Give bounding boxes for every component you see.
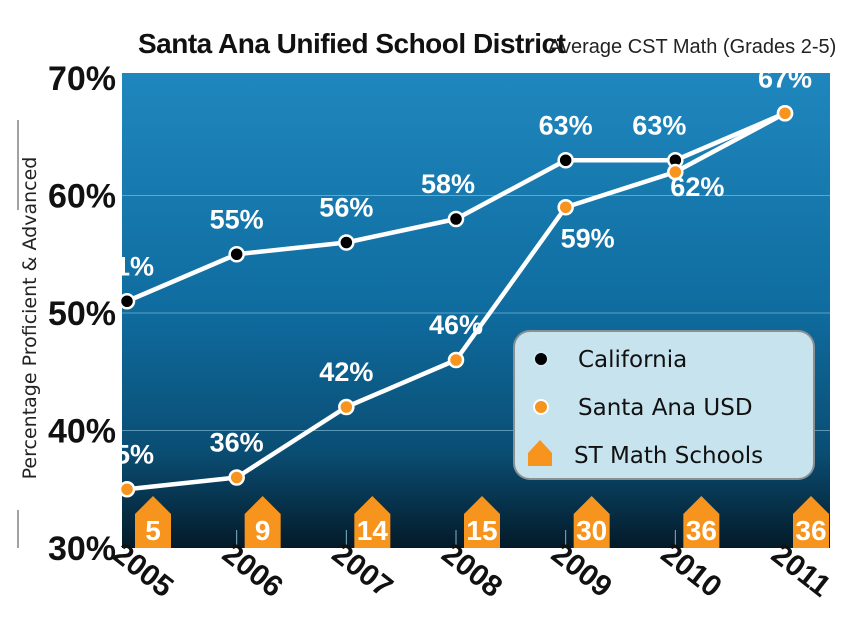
- california-data-label: 56%: [319, 193, 373, 223]
- santa-ana-data-label: 67%: [758, 63, 812, 93]
- santa-ana-point: [667, 163, 684, 181]
- st-math-marker: [135, 496, 171, 548]
- santa-ana-point: [338, 398, 355, 416]
- st-math-marker: [354, 496, 391, 548]
- st-math-count: 14: [357, 515, 389, 546]
- california-point: [118, 293, 136, 310]
- santa-ana-data-label: 59%: [561, 223, 615, 253]
- legend-box: [513, 330, 815, 480]
- santa-ana-data-label: 42%: [319, 357, 373, 387]
- st-math-marker: [683, 496, 720, 548]
- legend: California Santa Ana USD ST Math Schools: [513, 330, 815, 480]
- california-point: [447, 210, 465, 228]
- st-math-marker: [793, 496, 829, 548]
- st-math-marker: [464, 496, 500, 548]
- legend-st-math-marker: [528, 440, 552, 466]
- california-data-label: 51%: [100, 251, 154, 281]
- legend-california-marker: [533, 351, 549, 367]
- st-math-count: 36: [795, 515, 826, 546]
- y-tick-label: 60%: [48, 178, 116, 216]
- santa-ana-point: [228, 469, 245, 486]
- legend-santa-ana-marker: [533, 399, 549, 415]
- y-tick-label: 70%: [48, 60, 116, 98]
- santa-ana-point: [118, 481, 136, 498]
- santa-ana-point: [776, 105, 794, 122]
- legend-santa-ana-label: Santa Ana USD: [578, 395, 753, 421]
- california-point: [338, 234, 355, 251]
- chart-title: Santa Ana Unified School District: [138, 28, 566, 59]
- santa-ana-point: [557, 199, 574, 216]
- st-math-count: 30: [576, 515, 607, 546]
- california-data-label: 63%: [539, 110, 593, 140]
- y-tick-label: 40%: [48, 413, 116, 451]
- legend-st-math-label: ST Math Schools: [574, 443, 763, 469]
- legend-california-label: California: [578, 347, 687, 373]
- y-tick-label: 50%: [48, 295, 116, 333]
- y-tick-label: 30%: [48, 530, 116, 568]
- santa-ana-point: [447, 351, 465, 369]
- santa-ana-data-label: 36%: [210, 428, 264, 458]
- santa-ana-data-label: 62%: [670, 172, 724, 202]
- st-math-count: 36: [686, 515, 717, 546]
- st-math-count: 15: [466, 515, 497, 546]
- california-point: [557, 152, 574, 169]
- santa-ana-data-label: 35%: [100, 439, 154, 469]
- chart-subtitle: Average CST Math (Grades 2-5): [548, 36, 837, 58]
- st-math-count: 9: [255, 515, 271, 546]
- california-data-label: 55%: [210, 204, 264, 234]
- california-data-label: 58%: [421, 169, 475, 199]
- st-math-count: 5: [145, 515, 161, 546]
- california-point: [228, 246, 245, 263]
- california-data-label: 63%: [632, 110, 686, 140]
- st-math-marker: [244, 496, 281, 548]
- santa-ana-data-label: 46%: [429, 310, 483, 340]
- st-math-marker: [573, 496, 610, 548]
